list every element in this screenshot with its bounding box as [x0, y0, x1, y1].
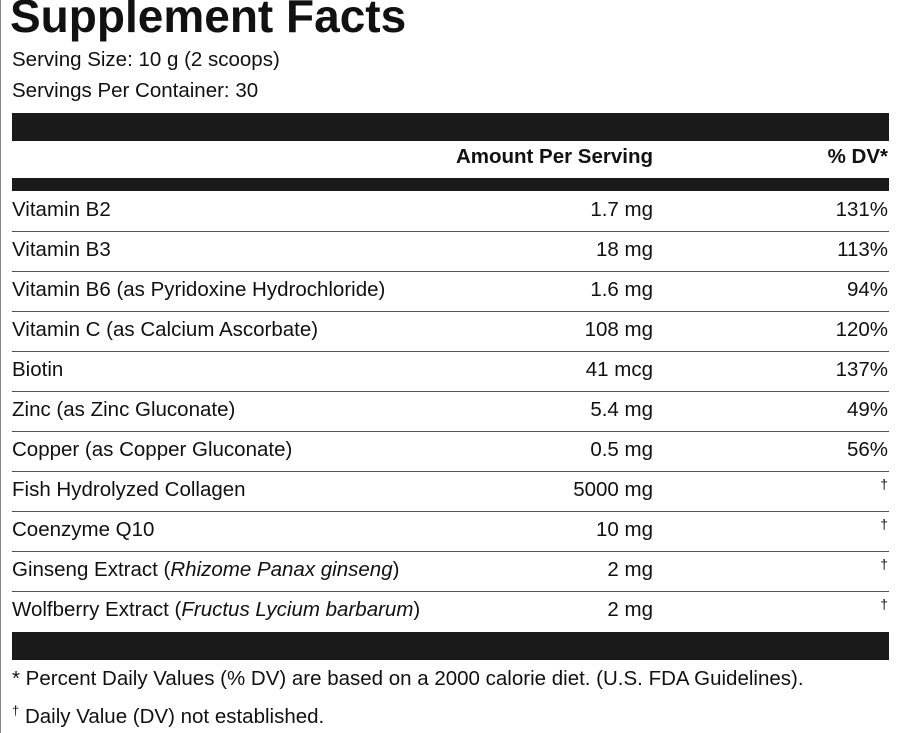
- thick-bar: [12, 113, 889, 141]
- daily-value: 120%: [835, 318, 888, 341]
- amount: 18 mg: [596, 238, 653, 261]
- nutrient-name: Copper (as Copper Gluconate): [12, 438, 293, 461]
- amount: 0.5 mg: [590, 438, 653, 461]
- title: Supplement Facts: [10, 0, 407, 42]
- row-rule: [12, 271, 889, 272]
- nutrient-name: Vitamin B6 (as Pyridoxine Hydrochloride): [12, 278, 386, 301]
- dagger: †: [12, 703, 20, 718]
- nutrient-name: Zinc (as Zinc Gluconate): [12, 398, 236, 421]
- amount: 108 mg: [584, 318, 653, 341]
- amount: 2 mg: [607, 558, 653, 581]
- nutrient-name: Vitamin C (as Calcium Ascorbate): [12, 318, 319, 341]
- daily-value: †: [880, 556, 888, 572]
- name-part: ): [392, 558, 400, 581]
- nutrient-name: Biotin: [12, 358, 64, 381]
- thick-bar: [12, 632, 889, 660]
- daily-value: †: [880, 596, 888, 612]
- nutrient-name: Vitamin B2: [12, 198, 111, 221]
- daily-value: †: [880, 476, 888, 492]
- row-rule: [12, 391, 889, 392]
- amount: 2 mg: [607, 598, 653, 621]
- daily-value: 56%: [846, 438, 888, 461]
- amount: 10 mg: [596, 518, 653, 541]
- column-header: Amount Per Serving: [455, 145, 653, 168]
- daily-value: 131%: [835, 198, 888, 221]
- amount: 5000 mg: [573, 478, 653, 501]
- daily-value: 49%: [846, 398, 888, 421]
- daily-value: 137%: [835, 358, 888, 381]
- nutrient-name: Coenzyme Q10: [12, 518, 155, 541]
- footnote-text: Daily Value (DV) not established.: [24, 704, 325, 728]
- amount: 1.7 mg: [590, 198, 653, 221]
- name-part: Fructus Lycium barbarum: [181, 598, 414, 621]
- amount: 1.6 mg: [590, 278, 653, 301]
- nutrient-name: Ginseng Extract (Rhizome Panax ginseng): [12, 558, 399, 582]
- row-rule: [12, 231, 889, 232]
- daily-value: 94%: [846, 278, 888, 301]
- row-rule: [12, 591, 889, 592]
- left-border: [0, 0, 1, 733]
- footnote: † Daily Value (DV) not established.: [12, 699, 324, 729]
- row-rule: [12, 431, 889, 432]
- nutrient-name: Fish Hydrolyzed Collagen: [12, 478, 246, 501]
- row-rule: [12, 551, 889, 552]
- row-rule: [12, 511, 889, 512]
- name-part: ): [413, 598, 421, 621]
- column-header: % DV*: [827, 145, 888, 168]
- servings-per-container: Servings Per Container: 30: [12, 79, 259, 102]
- daily-value: 113%: [837, 238, 888, 261]
- thick-bar: [12, 178, 889, 191]
- name-part: Rhizome Panax ginseng: [170, 558, 393, 581]
- footnote: * Percent Daily Values (% DV) are based …: [12, 667, 804, 690]
- nutrient-name: Wolfberry Extract (Fructus Lycium barbar…: [12, 598, 420, 622]
- serving-size: Serving Size: 10 g (2 scoops): [12, 48, 280, 71]
- daily-value: †: [880, 516, 888, 532]
- nutrient-name: Vitamin B3: [12, 238, 111, 261]
- amount: 5.4 mg: [590, 398, 653, 421]
- row-rule: [12, 471, 889, 472]
- row-rule: [12, 351, 889, 352]
- name-part: Wolfberry Extract (: [12, 598, 182, 621]
- name-part: Ginseng Extract (: [12, 558, 171, 581]
- row-rule: [12, 311, 889, 312]
- amount: 41 mcg: [585, 358, 653, 381]
